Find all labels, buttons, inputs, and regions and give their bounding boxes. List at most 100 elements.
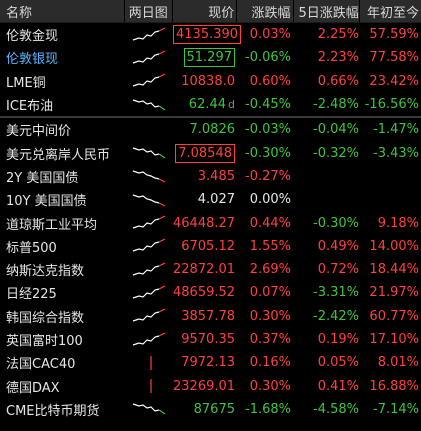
price-cell: 6705.12 [173, 239, 237, 254]
table-row[interactable]: 纳斯达克指数 22872.01 2.69% 0.72% 18.44% [0, 258, 421, 281]
two-day-sparkline [125, 24, 173, 46]
change-percent: 0.30% [249, 308, 291, 324]
ytd-change: 23.42% [369, 73, 419, 89]
price-cell: 4135.390 [173, 25, 242, 45]
instrument-name[interactable]: 2Y 美国国债 [6, 170, 79, 186]
table-row[interactable]: 伦敦银现 51.297 -0.06% 2.23% 77.58% [0, 46, 421, 69]
table-row[interactable]: 韩国综合指数 3857.78 0.30% -2.42% 60.77% [0, 305, 421, 328]
header-name[interactable]: 名称 [6, 5, 33, 21]
change-percent: 0.03% [249, 27, 291, 43]
price-cell: 10838.0 [173, 74, 237, 89]
instrument-name[interactable]: 10Y 美国国债 [6, 194, 87, 210]
table-row[interactable]: CME比特币期货 87675 -1.68% -4.58% -7.14% [0, 398, 421, 421]
header-five-day[interactable]: 5日涨跌幅 [298, 5, 359, 21]
ytd-change: 57.59% [369, 27, 419, 43]
instrument-name[interactable]: 伦敦金现 [6, 29, 59, 45]
price-value: 9570.35 [181, 332, 235, 348]
price-cell: 23269.01 [173, 379, 237, 394]
five-day-change: -2.42% [313, 308, 359, 324]
table-row[interactable]: LME铜 10838.0 0.60% 0.66% 23.42% [0, 70, 421, 93]
instrument-name[interactable]: ICE布油 [6, 99, 54, 115]
change-percent: -0.06% [245, 50, 291, 66]
price-value: 7.0826 [189, 122, 236, 138]
instrument-name[interactable]: 英国富时100 [6, 334, 83, 350]
ytd-change: 18.44% [369, 262, 419, 278]
price-cell: 9570.35 [173, 332, 237, 347]
five-day-change: 0.72% [317, 262, 359, 278]
instrument-name[interactable]: 道琼斯工业平均 [6, 217, 98, 233]
instrument-name[interactable]: 德国DAX [6, 380, 60, 396]
ytd-change: 16.88% [369, 378, 419, 394]
table-row[interactable]: 日经225 48659.52 0.07% -3.31% 21.97% [0, 281, 421, 304]
instrument-name[interactable]: 标普500 [6, 240, 57, 256]
table-row[interactable]: ICE布油 62.44 d -0.45% -2.48% -16.56% [0, 93, 421, 116]
five-day-change: -0.32% [313, 145, 359, 161]
table-row[interactable]: 法国CAC40 7972.13 0.16% 0.05% 8.01% [0, 351, 421, 374]
table-row[interactable]: 2Y 美国国债 3.485 -0.27% [0, 165, 421, 188]
two-day-sparkline [125, 94, 173, 116]
five-day-change: -2.48% [313, 97, 359, 113]
price-cell: 3.485 [173, 169, 237, 184]
two-day-sparkline [125, 165, 173, 187]
price-cell: 22872.01 [173, 262, 237, 277]
two-day-sparkline [125, 212, 173, 234]
table-row[interactable]: 标普500 6705.12 1.55% 0.49% 14.00% [0, 235, 421, 258]
section-divider [0, 116, 421, 119]
change-percent: 0.44% [249, 215, 291, 231]
table-row[interactable]: 美元中间价 7.0826 -0.03% -0.04% -1.47% [0, 118, 421, 141]
table-row[interactable]: 德国DAX 23269.01 0.30% 0.41% 16.88% [0, 375, 421, 398]
price-value: 7972.13 [181, 355, 235, 371]
five-day-change: -0.30% [313, 215, 359, 231]
five-day-change: 0.49% [317, 238, 359, 254]
two-day-sparkline [125, 70, 173, 92]
five-day-change: 0.19% [317, 332, 359, 348]
two-day-sparkline [125, 259, 173, 281]
change-percent: -0.30% [245, 145, 291, 161]
price-value: 3.485 [197, 168, 235, 184]
table-row[interactable]: 10Y 美国国债 4.027 0.00% [0, 188, 421, 211]
instrument-name[interactable]: LME铜 [6, 75, 46, 91]
change-percent: 0.30% [249, 378, 291, 394]
change-percent: 2.69% [249, 262, 291, 278]
instrument-name[interactable]: 法国CAC40 [6, 357, 76, 373]
delayed-indicator: d [228, 98, 235, 112]
two-day-sparkline [125, 47, 173, 69]
five-day-change: 0.41% [317, 378, 359, 394]
change-percent: -1.68% [245, 401, 291, 417]
ytd-change: 17.10% [369, 332, 419, 348]
price-value: 22872.01 [173, 262, 236, 278]
table-row[interactable]: 英国富时100 9570.35 0.37% 0.19% 17.10% [0, 328, 421, 351]
two-day-sparkline [125, 329, 173, 351]
five-day-change: -3.31% [313, 285, 359, 301]
change-percent: 0.07% [249, 285, 291, 301]
table-row[interactable]: 美元兑离岸人民币 7.08548 -0.30% -0.32% -3.43% [0, 142, 421, 165]
instrument-name[interactable]: 伦敦银现 [6, 52, 59, 68]
instrument-name[interactable]: CME比特币期货 [6, 403, 100, 419]
price-cell: 7.0826 [173, 122, 237, 137]
header-change[interactable]: 涨跌幅 [251, 5, 291, 21]
instrument-name[interactable]: 日经225 [6, 287, 57, 303]
header-spark[interactable]: 两日图 [128, 5, 168, 21]
price-value: 4.027 [197, 192, 235, 208]
instrument-name[interactable]: 美元中间价 [6, 124, 72, 140]
five-day-change: -0.04% [313, 122, 359, 138]
price-value: 23269.01 [173, 378, 236, 394]
price-cell: 51.297 [173, 48, 237, 68]
price-value: 46448.27 [173, 215, 236, 231]
five-day-change: 0.66% [317, 73, 359, 89]
price-cell: 3857.78 [173, 309, 237, 324]
ytd-change: 60.77% [369, 308, 419, 324]
two-day-sparkline [125, 305, 173, 327]
instrument-name[interactable]: 美元兑离岸人民币 [6, 147, 111, 163]
price-value: 6705.12 [181, 238, 235, 254]
instrument-name[interactable]: 纳斯达克指数 [6, 264, 85, 280]
table-row[interactable]: 道琼斯工业平均 46448.27 0.44% -0.30% 9.18% [0, 211, 421, 234]
instrument-name[interactable]: 韩国综合指数 [6, 310, 85, 326]
change-percent: 0.00% [249, 192, 291, 208]
ytd-change: -16.56% [364, 97, 419, 113]
change-percent: -0.27% [245, 168, 291, 184]
header-ytd[interactable]: 年初至今 [366, 5, 419, 21]
table-row[interactable]: 伦敦金现 4135.390 0.03% 2.25% 57.59% [0, 23, 421, 46]
header-price[interactable]: 现价 [208, 5, 235, 21]
